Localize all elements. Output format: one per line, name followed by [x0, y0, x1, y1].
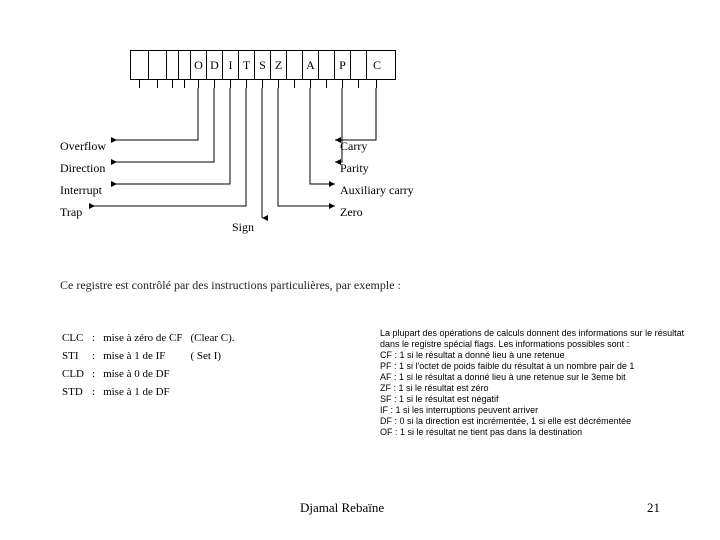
- flags-description: La plupart des opérations de calculs don…: [380, 328, 690, 438]
- instr-row: STI : mise à 1 de IF ( Set I): [62, 348, 240, 364]
- flag-line: PF : 1 si l'octet de poids faible du rés…: [380, 361, 690, 372]
- footer-author: Djamal Rebaïne: [300, 500, 384, 516]
- register-cell: [131, 51, 149, 79]
- register-cell: A: [303, 51, 319, 79]
- register-cell: T: [239, 51, 255, 79]
- register-cell: S: [255, 51, 271, 79]
- label-carry: Carry: [340, 135, 414, 157]
- flags-intro: La plupart des opérations de calculs don…: [380, 328, 690, 350]
- register-cell: [319, 51, 335, 79]
- footer-page-number: 21: [647, 500, 660, 516]
- label-direction: Direction: [60, 157, 106, 179]
- label-auxiliary: Auxiliary carry: [340, 179, 414, 201]
- instr-colon: :: [92, 348, 101, 364]
- register-cell: I: [223, 51, 239, 79]
- instr-op: STI: [62, 348, 90, 364]
- instr-op: STD: [62, 384, 90, 400]
- flag-line: ZF : 1 si le résultat est zéro: [380, 383, 690, 394]
- instr-op: CLD: [62, 366, 90, 382]
- register-cell: O: [191, 51, 207, 79]
- label-sign: Sign: [232, 220, 254, 235]
- register-cell: [351, 51, 367, 79]
- instr-paren: [191, 384, 241, 400]
- register-cell: D: [207, 51, 223, 79]
- label-overflow: Overflow: [60, 135, 106, 157]
- register-cell: [287, 51, 303, 79]
- flag-line: IF : 1 si les interruptions peuvent arri…: [380, 405, 690, 416]
- instr-paren: [191, 366, 241, 382]
- instr-desc: mise à 1 de DF: [103, 384, 188, 400]
- flags-register-diagram: ODITSZAPC Overflow Direction Interrupt T…: [60, 40, 440, 270]
- label-parity: Parity: [340, 157, 414, 179]
- register-cell: [167, 51, 179, 79]
- register-cell: [179, 51, 191, 79]
- tick-row: [130, 80, 396, 88]
- register-cell: [149, 51, 167, 79]
- register-cell: C: [367, 51, 387, 79]
- instr-colon: :: [92, 330, 101, 346]
- register-box: ODITSZAPC: [130, 50, 396, 80]
- label-interrupt: Interrupt: [60, 179, 106, 201]
- label-zero: Zero: [340, 201, 414, 223]
- label-trap: Trap: [60, 201, 106, 223]
- instr-colon: :: [92, 366, 101, 382]
- flag-line: SF : 1 si le résultat est négatif: [380, 394, 690, 405]
- instr-row: CLC : mise à zéro de CF (Clear C).: [62, 330, 240, 346]
- instr-op: CLC: [62, 330, 90, 346]
- caption-text: Ce registre est contrôlé par des instruc…: [60, 278, 401, 293]
- instr-row: CLD : mise à 0 de DF: [62, 366, 240, 382]
- instr-paren: ( Set I): [191, 348, 241, 364]
- right-label-group: Carry Parity Auxiliary carry Zero: [340, 135, 414, 223]
- instr-row: STD : mise à 1 de DF: [62, 384, 240, 400]
- flag-line: DF : 0 si la direction est incrémentée, …: [380, 416, 690, 427]
- register-cell: Z: [271, 51, 287, 79]
- flag-line: AF : 1 si le résultat a donné lieu à une…: [380, 372, 690, 383]
- register-cell: P: [335, 51, 351, 79]
- instr-desc: mise à 1 de IF: [103, 348, 188, 364]
- flag-line: OF : 1 si le résultat ne tient pas dans …: [380, 427, 690, 438]
- instr-colon: :: [92, 384, 101, 400]
- flag-line: CF : 1 si le résultat a donné lieu à une…: [380, 350, 690, 361]
- instruction-list: CLC : mise à zéro de CF (Clear C). STI :…: [60, 328, 242, 402]
- instr-paren: (Clear C).: [191, 330, 241, 346]
- left-label-group: Overflow Direction Interrupt Trap: [60, 135, 106, 223]
- instr-desc: mise à 0 de DF: [103, 366, 188, 382]
- instr-desc: mise à zéro de CF: [103, 330, 188, 346]
